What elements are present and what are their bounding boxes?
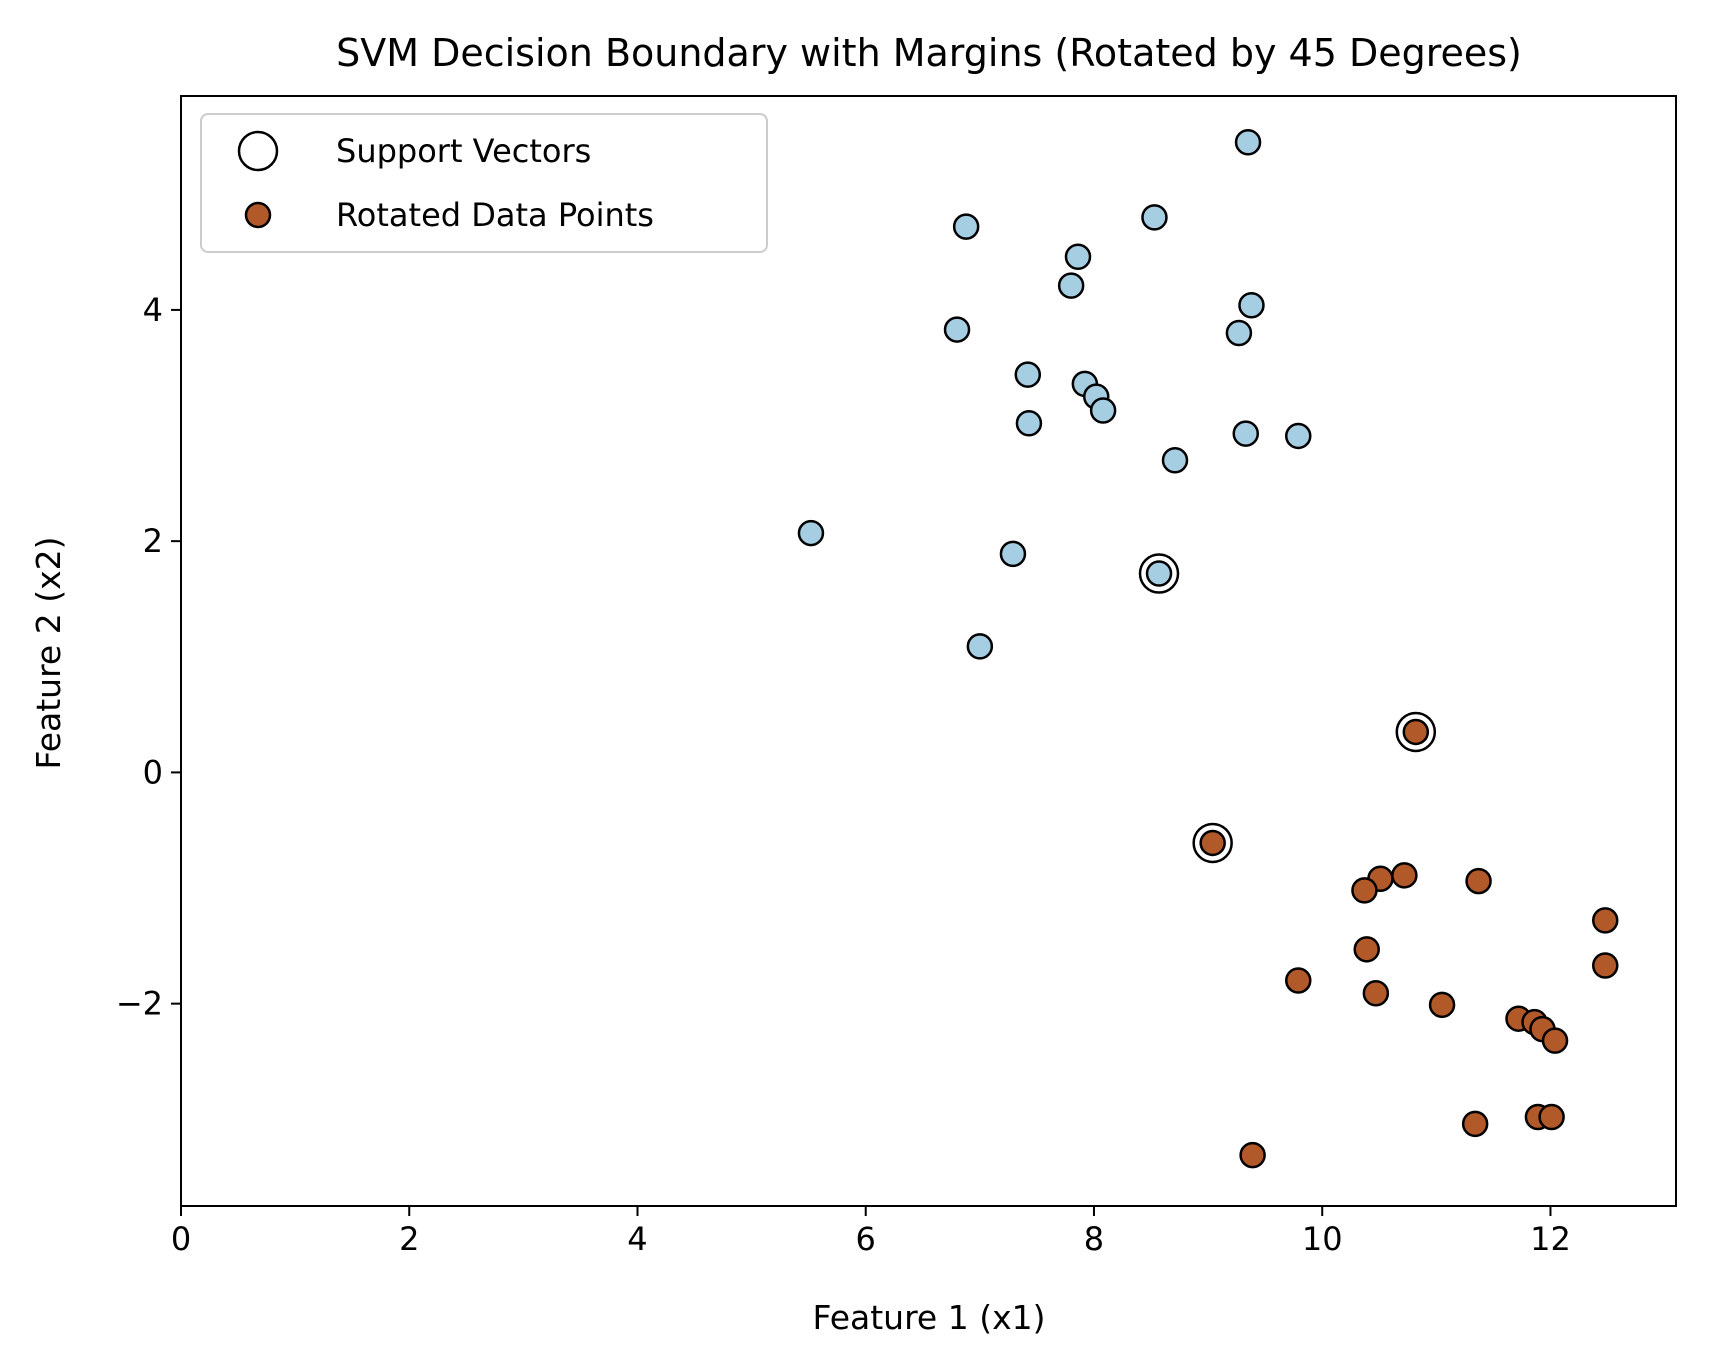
data-point-class-0 — [1015, 409, 1043, 437]
support-vector-markers — [1138, 553, 1437, 864]
x-tick-label: 12 — [1530, 1220, 1571, 1258]
chart-title: SVM Decision Boundary with Margins (Rota… — [336, 31, 1522, 75]
plot-area: 0 2 4 6 8 10 12 −2 0 2 4 — [116, 95, 1677, 1258]
support-vector-ring — [1192, 822, 1233, 864]
data-point-class-1 — [1362, 980, 1390, 1007]
data-point-class-1 — [1391, 862, 1418, 889]
legend: Support Vectors Rotated Data Points — [200, 113, 768, 253]
data-point-class-0 — [797, 519, 825, 547]
data-point-class-1 — [1353, 936, 1380, 963]
data-point-class-0 — [1225, 319, 1253, 347]
data-point-class-1 — [1239, 1141, 1266, 1169]
data-point-class-0 — [1285, 422, 1312, 450]
x-tick-label: 4 — [627, 1220, 647, 1258]
y-tick-label: −2 — [116, 985, 163, 1023]
x-tick-label: 0 — [171, 1220, 191, 1258]
data-point-class-1 — [1465, 867, 1492, 895]
y-tick-label: 0 — [143, 753, 163, 791]
y-axis-label: Feature 2 (x2) — [29, 537, 68, 770]
data-point-class-0 — [952, 213, 980, 240]
data-point-class-1 — [1591, 952, 1619, 979]
legend-support-vectors-label: Support Vectors — [336, 132, 591, 170]
data-point-class-0 — [966, 633, 994, 660]
x-axis-label: Feature 1 (x1) — [813, 1298, 1046, 1337]
legend-support-vectors-marker — [237, 130, 279, 172]
data-point-class-0 — [1089, 397, 1117, 424]
x-tick-label: 2 — [399, 1220, 419, 1258]
data-points — [797, 129, 1619, 1169]
data-point-class-1 — [1402, 718, 1430, 746]
data-point-class-1 — [1285, 967, 1312, 994]
x-tick-label: 10 — [1302, 1220, 1343, 1258]
data-point-class-1 — [1199, 829, 1226, 857]
data-point-class-1 — [1541, 1027, 1569, 1054]
data-point-class-0 — [1238, 292, 1265, 319]
data-point-class-0 — [1057, 272, 1085, 299]
x-tick-label: 8 — [1084, 1220, 1104, 1258]
data-point-class-1 — [1351, 877, 1378, 904]
data-point-class-0 — [1232, 420, 1260, 447]
data-point-class-0 — [943, 316, 971, 343]
data-point-class-1 — [1461, 1110, 1489, 1138]
x-tick-label: 6 — [856, 1220, 876, 1258]
y-tick-label: 4 — [143, 291, 163, 329]
axes-frame — [180, 95, 1677, 1207]
data-point-class-0 — [1145, 560, 1173, 587]
y-axis-ticks: −2 0 2 4 — [116, 291, 181, 1023]
legend-box — [200, 113, 768, 253]
data-point-class-1 — [1428, 991, 1456, 1019]
data-point-class-1 — [1538, 1103, 1565, 1131]
support-vector-ring — [1395, 711, 1437, 753]
data-point-class-0 — [1014, 361, 1042, 388]
data-point-class-0 — [1141, 204, 1168, 231]
y-tick-label: 2 — [143, 522, 163, 560]
data-point-class-1 — [1591, 907, 1619, 934]
data-point-class-0 — [999, 540, 1027, 568]
legend-data-points-marker — [244, 201, 272, 229]
legend-data-points-label: Rotated Data Points — [336, 196, 654, 234]
data-point-class-0 — [1064, 243, 1092, 270]
data-point-class-0 — [1161, 446, 1189, 474]
data-point-class-0 — [1234, 129, 1262, 156]
support-vector-ring — [1138, 553, 1180, 594]
x-axis-ticks: 0 2 4 6 8 10 12 — [171, 1206, 1571, 1258]
